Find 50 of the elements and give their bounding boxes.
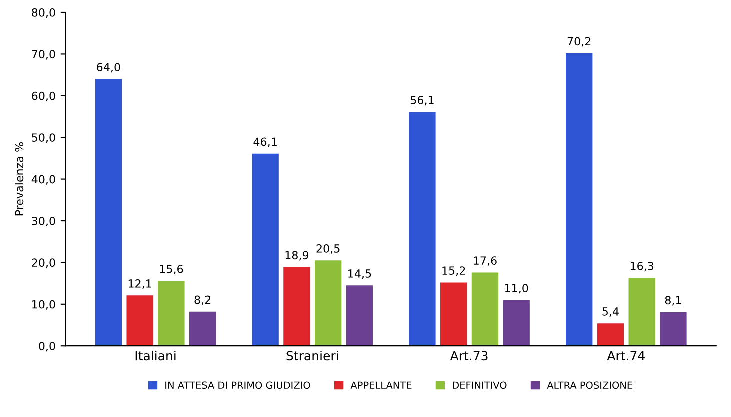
data-label: 46,1 [254,138,277,148]
legend-label: IN ATTESA DI PRIMO GIUDIZIO [166,382,310,390]
data-label: 14,5 [348,270,372,280]
x-tick-label: Art.73 [450,351,488,361]
bar [472,272,499,346]
y-axis-title: Prevalenza % [15,142,24,216]
legend-label: ALTRA POSIZIONE [547,382,632,390]
bar [440,282,468,346]
bar [158,281,185,346]
data-label: 8,2 [194,296,211,306]
bar [314,260,342,346]
x-tick-label: Italiani [136,350,176,361]
bar [628,278,656,346]
data-label: 20,5 [316,244,340,254]
y-tick-label: 20,0 [32,258,56,268]
y-tick-label: 30,0 [32,216,56,227]
y-tick-label: 50,0 [32,134,56,144]
bar [95,79,122,346]
y-tick-label: 80,0 [32,8,56,18]
bar [503,300,530,346]
bar [126,296,154,346]
y-tick-label: 0,0 [39,342,56,352]
data-label: 15,6 [160,264,184,274]
data-label: 17,6 [474,256,497,266]
y-tick-label: 40,0 [32,175,56,185]
bar [346,286,374,346]
bar [284,267,310,346]
data-label: 15,2 [442,266,466,276]
data-label: 11,0 [505,284,528,294]
bar [597,324,624,346]
bar [189,312,216,346]
data-label: 70,2 [568,37,591,47]
y-tick-label: 10,0 [32,300,56,310]
data-label: 56,1 [410,96,434,106]
data-label: 64,0 [97,63,120,73]
y-tick-label: 60,0 [32,92,56,102]
bar [660,312,687,346]
x-tick-label: Stranieri [286,350,338,361]
data-label: 16,3 [630,262,654,272]
x-tick-label: Art.74 [607,351,645,360]
bar [252,154,279,346]
legend-label: DEFINITIVO [453,382,507,390]
data-label: 18,9 [286,251,309,261]
data-label: 5,4 [602,308,619,318]
data-label: 12,1 [128,280,152,290]
bar [409,112,436,346]
data-label: 8,1 [665,296,682,306]
bar [566,53,593,346]
y-tick-label: 70,0 [32,50,56,60]
legend-label: APPELLANTE [350,382,412,389]
